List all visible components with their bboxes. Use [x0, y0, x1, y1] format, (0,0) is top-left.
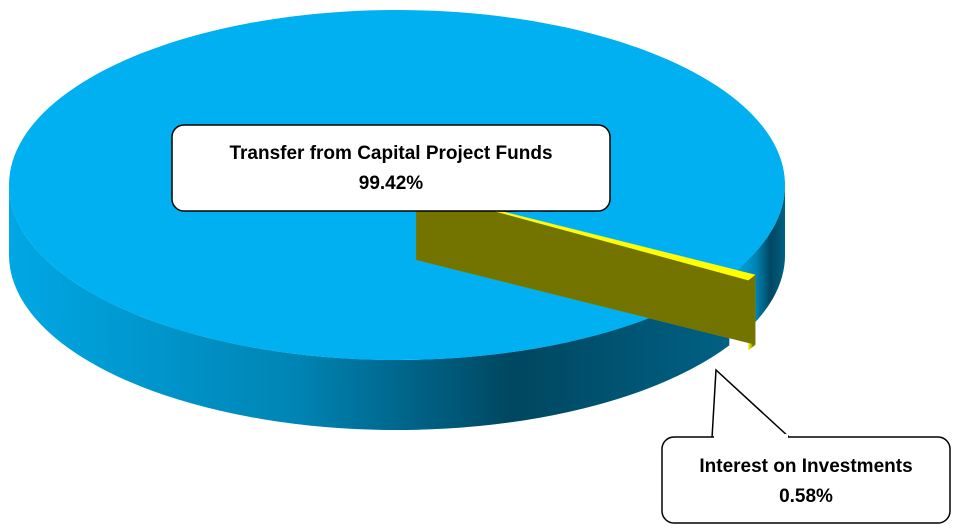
callout-tail — [711, 368, 792, 439]
slice-cut-shade — [416, 189, 756, 345]
slice-label: Transfer from Capital Project Funds — [229, 143, 552, 164]
pie — [8, 10, 785, 430]
callout-box — [171, 124, 611, 212]
slice-side-shade — [9, 185, 730, 430]
slice-value: 99.42% — [359, 173, 424, 194]
labels: Transfer from Capital Project Funds 99.4… — [171, 124, 951, 524]
callout-joint — [714, 434, 788, 440]
slice-label: Interest on Investments — [699, 456, 912, 477]
slice-value: 0.58% — [779, 486, 833, 507]
slice-top — [416, 189, 756, 281]
callout-box — [661, 436, 951, 524]
slice — [416, 189, 756, 351]
slice — [8, 10, 785, 430]
